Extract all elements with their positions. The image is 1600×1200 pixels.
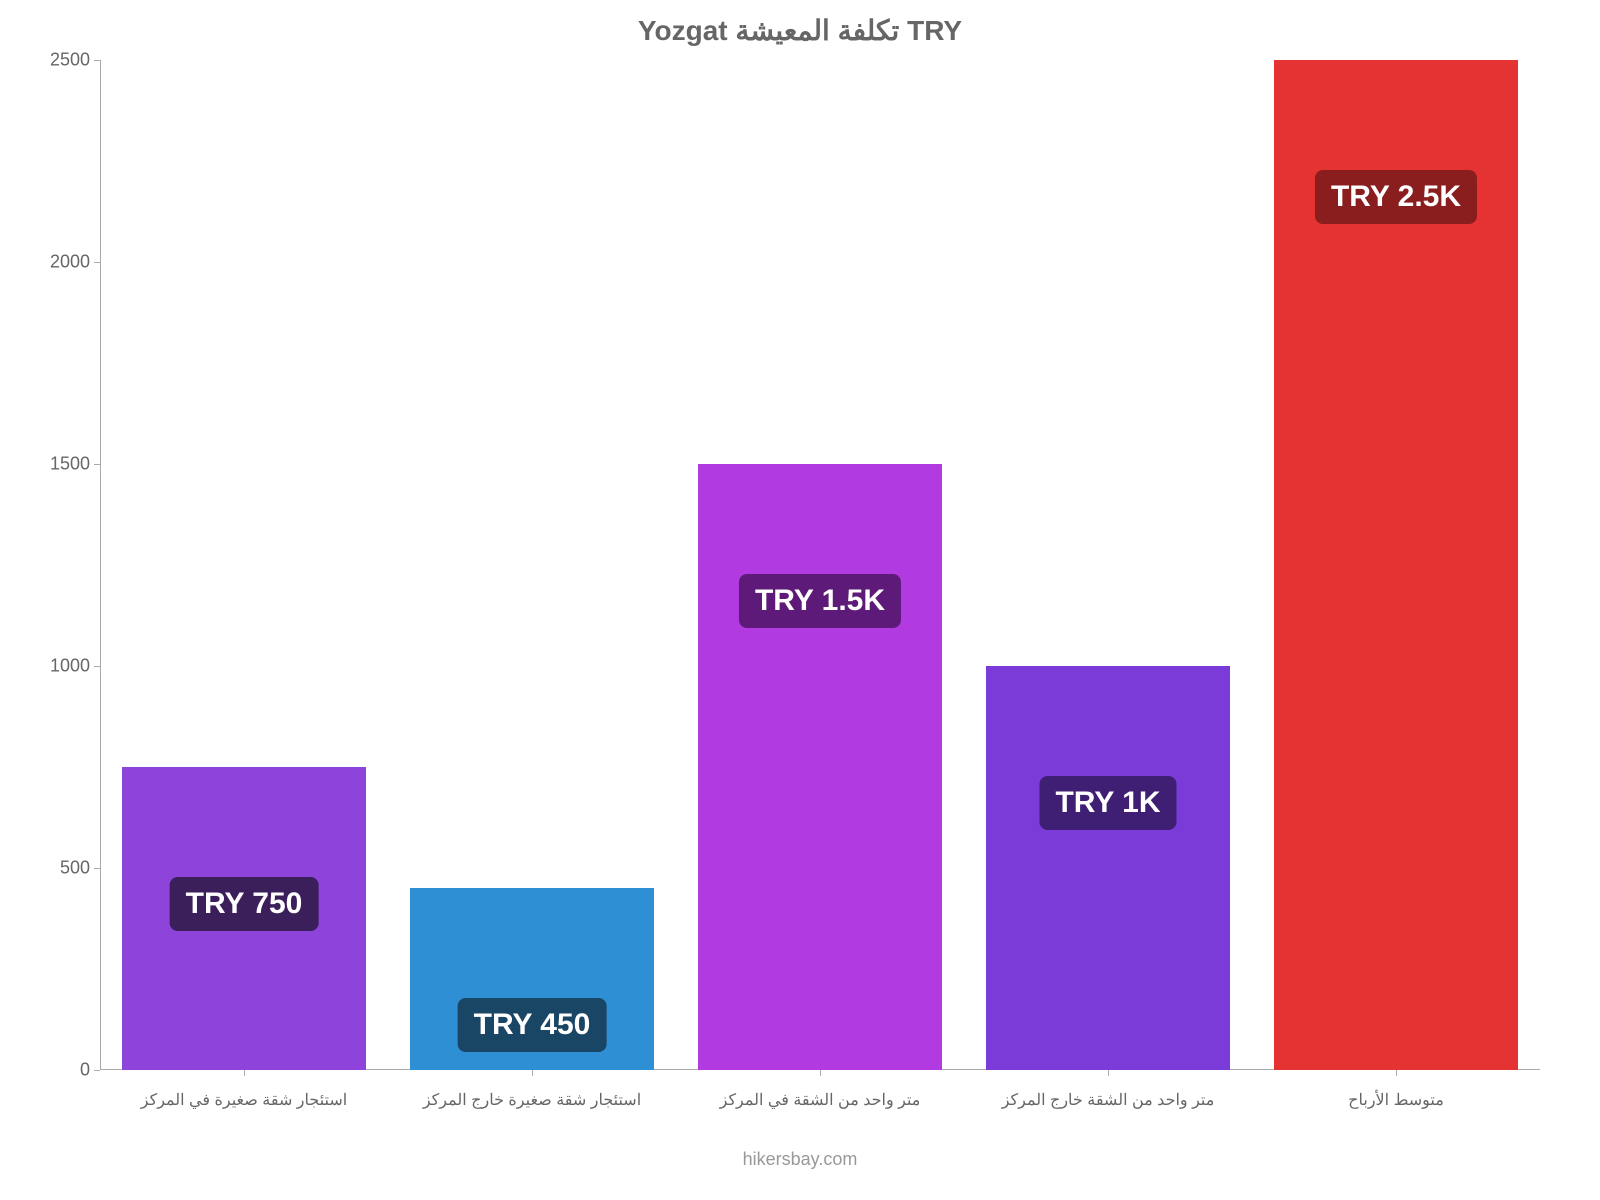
bar-value-label: TRY 450 bbox=[458, 998, 607, 1052]
bar-value-label: TRY 750 bbox=[170, 877, 319, 931]
bar-slot: TRY 2.5Kمتوسط الأرباح bbox=[1252, 60, 1540, 1070]
attribution-text: hikersbay.com bbox=[0, 1149, 1600, 1170]
chart-container: Yozgat تكلفة المعيشة TRY 0 500 1000 1500 200… bbox=[0, 0, 1600, 1200]
x-tick-label: استئجار شقة صغيرة في المركز bbox=[100, 1090, 388, 1110]
chart-title: Yozgat تكلفة المعيشة TRY bbox=[0, 14, 1600, 47]
x-tick-label: متر واحد من الشقة خارج المركز bbox=[964, 1090, 1252, 1110]
y-tick-label: 2000 bbox=[10, 252, 90, 273]
y-tick-mark bbox=[94, 1070, 100, 1071]
bar: TRY 450 bbox=[410, 888, 655, 1070]
bar-value-label: TRY 2.5K bbox=[1315, 170, 1477, 224]
bar: TRY 1K bbox=[986, 666, 1231, 1070]
bar-slot: TRY 450استئجار شقة صغيرة خارج المركز bbox=[388, 60, 676, 1070]
x-tick-mark bbox=[1108, 1070, 1109, 1076]
bar-slot: TRY 1Kمتر واحد من الشقة خارج المركز bbox=[964, 60, 1252, 1070]
y-tick-label: 500 bbox=[10, 858, 90, 879]
x-tick-label: متوسط الأرباح bbox=[1252, 1090, 1540, 1110]
bar: TRY 1.5K bbox=[698, 464, 943, 1070]
x-tick-mark bbox=[820, 1070, 821, 1076]
bars-area: TRY 750استئجار شقة صغيرة في المركزTRY 45… bbox=[100, 60, 1540, 1070]
x-tick-mark bbox=[532, 1070, 533, 1076]
x-tick-label: استئجار شقة صغيرة خارج المركز bbox=[388, 1090, 676, 1110]
y-tick-label: 2500 bbox=[10, 50, 90, 71]
y-tick-label: 1500 bbox=[10, 454, 90, 475]
x-tick-mark bbox=[1396, 1070, 1397, 1076]
x-tick-label: متر واحد من الشقة في المركز bbox=[676, 1090, 964, 1110]
bar-value-label: TRY 1K bbox=[1039, 776, 1176, 830]
bar: TRY 2.5K bbox=[1274, 60, 1519, 1070]
bar-value-label: TRY 1.5K bbox=[739, 574, 901, 628]
bar-slot: TRY 1.5Kمتر واحد من الشقة في المركز bbox=[676, 60, 964, 1070]
bar-slot: TRY 750استئجار شقة صغيرة في المركز bbox=[100, 60, 388, 1070]
y-tick-label: 0 bbox=[10, 1060, 90, 1081]
x-tick-mark bbox=[244, 1070, 245, 1076]
y-tick-label: 1000 bbox=[10, 656, 90, 677]
bar: TRY 750 bbox=[122, 767, 367, 1070]
